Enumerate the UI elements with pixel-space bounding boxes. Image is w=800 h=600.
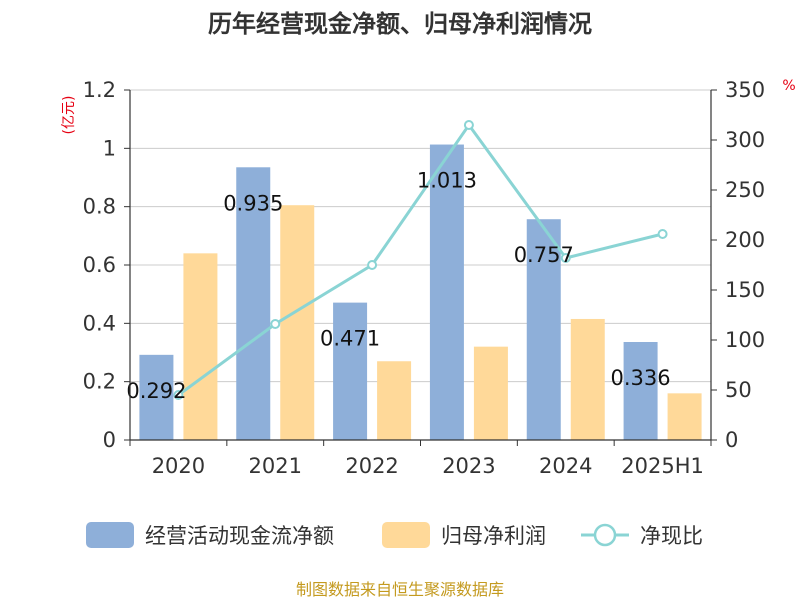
bar-net-profit (570, 318, 605, 440)
data-label-cash-flow: 1.013 (417, 169, 477, 193)
right-tick-label: 50 (725, 378, 752, 402)
legend-swatch-cash-flow (86, 522, 134, 548)
bar-net-profit (377, 361, 412, 440)
axes (124, 89, 717, 446)
left-tick-label: 0.4 (83, 311, 116, 335)
right-tick-label: 200 (725, 228, 765, 252)
bar-net-profit (473, 346, 508, 440)
bar-cash-flow (236, 167, 271, 440)
bars (139, 144, 702, 440)
legend-label-net-profit: 归母净利润 (441, 524, 546, 548)
data-label-cash-flow: 0.336 (611, 366, 671, 390)
source-note: 制图数据来自恒生聚源数据库 (296, 580, 504, 599)
x-axis-labels: 2020 2021 2022 2023 2024 2025H1 (152, 454, 704, 478)
ratio-point (657, 229, 668, 239)
ratio-line-path (177, 122, 663, 397)
right-tick-label: 250 (725, 178, 765, 202)
left-tick-label: 0 (103, 428, 116, 452)
ratio-point (367, 260, 378, 270)
x-tick-label: 2022 (345, 454, 398, 478)
left-tick-label: 0.8 (83, 195, 116, 219)
ratio-point (463, 120, 474, 130)
x-tick-label: 2021 (249, 454, 302, 478)
bar-net-profit (183, 253, 218, 440)
bar-cash-flow (623, 342, 658, 440)
bar-cash-flow (526, 219, 561, 440)
legend-label-ratio: 净现比 (640, 524, 703, 548)
x-tick-label: 2024 (539, 454, 592, 478)
left-axis-unit: (亿元) (61, 96, 77, 135)
grid (130, 89, 711, 383)
ratio-line (173, 120, 668, 400)
right-tick-label: 300 (725, 128, 765, 152)
right-axis-ticks: 0 50 100 150 200 250 300 350 (725, 78, 765, 452)
left-unit-group: (亿元) (61, 96, 77, 135)
right-tick-label: 100 (725, 328, 765, 352)
bar-net-profit (667, 393, 702, 440)
ratio-point (270, 319, 281, 329)
legend[interactable]: 经营活动现金流净额 归母净利润 净现比 (86, 522, 703, 548)
legend-swatch-net-profit (382, 522, 430, 548)
x-tick-label: 2025H1 (621, 454, 704, 478)
right-tick-label: 350 (725, 78, 765, 102)
chart-title: 历年经营现金净额、归母净利润情况 (208, 10, 592, 38)
left-axis-ticks: 0 0.2 0.4 0.6 0.8 1 1.2 (83, 78, 116, 452)
left-tick-label: 1.2 (83, 78, 116, 102)
right-tick-label: 0 (725, 428, 738, 452)
data-labels: 0.292 0.935 0.471 1.013 0.757 0.336 (126, 169, 670, 403)
bar-cash-flow (139, 354, 174, 440)
left-tick-label: 1 (103, 136, 116, 160)
legend-label-cash-flow: 经营活动现金流净额 (145, 524, 334, 548)
right-axis-unit: % (782, 78, 795, 94)
data-label-cash-flow: 0.471 (320, 327, 380, 351)
data-label-cash-flow: 0.757 (514, 243, 574, 267)
bar-cash-flow (333, 302, 368, 440)
data-label-cash-flow: 0.292 (126, 379, 186, 403)
x-tick-label: 2020 (152, 454, 205, 478)
ratio-point (173, 390, 184, 400)
left-tick-label: 0.6 (83, 253, 116, 277)
right-tick-label: 150 (725, 278, 765, 302)
left-tick-label: 0.2 (83, 370, 116, 394)
bar-cash-flow (429, 144, 464, 440)
x-tick-label: 2023 (442, 454, 495, 478)
ratio-point (560, 253, 571, 263)
legend-swatch-ratio-marker (593, 523, 617, 547)
bar-net-profit (280, 205, 315, 440)
data-label-cash-flow: 0.935 (223, 191, 283, 215)
